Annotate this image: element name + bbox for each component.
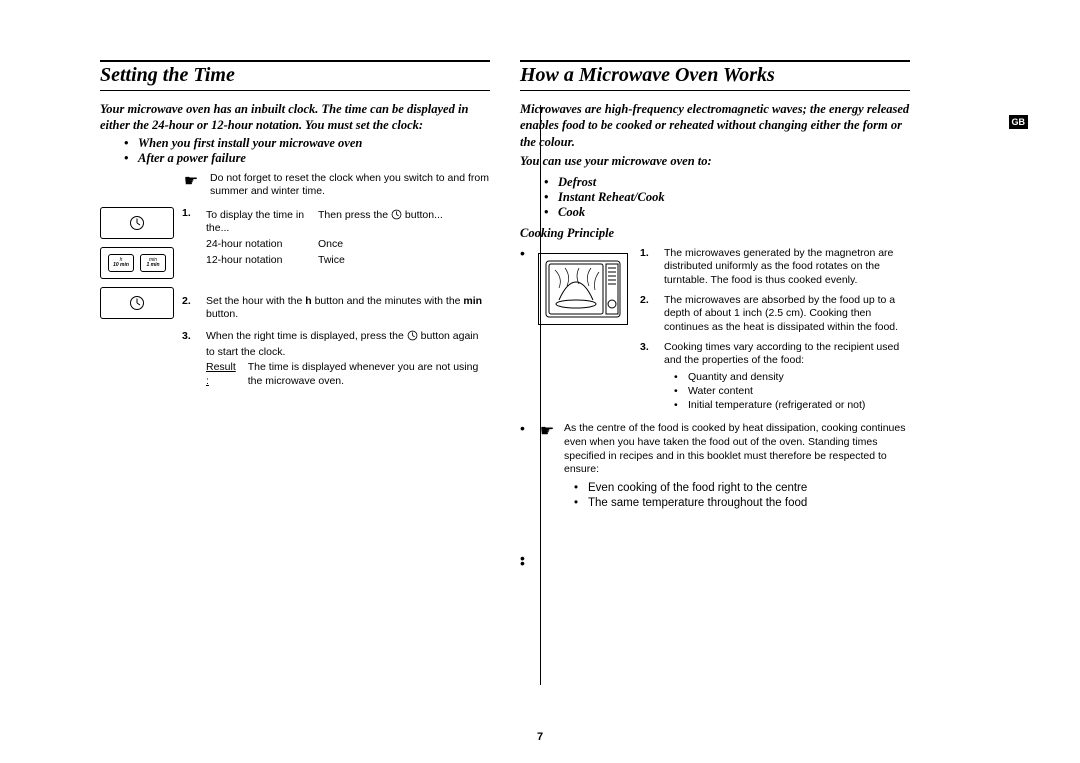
pstep1: The microwaves generated by the magnetro… bbox=[664, 247, 910, 288]
hm-panel: h 10 min min 1 min bbox=[100, 247, 174, 279]
left-intro: Your microwave oven has an inbuilt clock… bbox=[100, 101, 490, 134]
step3-content: When the right time is displayed, press … bbox=[206, 330, 490, 389]
tip-content: As the centre of the food is cooked by h… bbox=[564, 422, 910, 512]
microwave-illustration bbox=[538, 253, 628, 325]
clock-icon bbox=[407, 330, 418, 346]
page: Setting the Time Your microwave oven has… bbox=[0, 0, 1080, 587]
h-button: h 10 min bbox=[108, 254, 134, 272]
left-note: ☛ Do not forget to reset the clock when … bbox=[100, 172, 490, 199]
principle-title: Cooking Principle bbox=[520, 226, 910, 241]
use-bullet-3: Cook bbox=[544, 205, 910, 220]
pstep2: The microwaves are absorbed by the food … bbox=[664, 294, 910, 335]
right-title: How a Microwave Oven Works bbox=[520, 60, 910, 91]
left-bullets: When you first install your microwave ov… bbox=[124, 136, 490, 166]
step3: 3. When the right time is displayed, pre… bbox=[100, 330, 490, 389]
right-column: How a Microwave Oven Works Microwaves ar… bbox=[520, 60, 910, 557]
principle-list: 1. The microwaves generated by the magne… bbox=[520, 247, 910, 512]
column-divider bbox=[540, 105, 541, 685]
left-title: Setting the Time bbox=[100, 60, 490, 91]
result-text: The time is displayed whenever you are n… bbox=[248, 361, 490, 388]
step2-num: 2. bbox=[182, 295, 196, 322]
step2: 2. Set the hour with the h button and th… bbox=[100, 295, 490, 322]
right-intro: Microwaves are high-frequency electromag… bbox=[520, 101, 910, 150]
clock-panel-1 bbox=[100, 207, 174, 239]
left-bullet-1: When you first install your microwave ov… bbox=[124, 136, 490, 151]
clock-icon bbox=[391, 209, 402, 225]
step3-num: 3. bbox=[182, 330, 196, 389]
min-button: min 1 min bbox=[140, 254, 166, 272]
use-intro: You can use your microwave oven to: bbox=[520, 154, 910, 169]
pstep3: Cooking times vary according to the reci… bbox=[664, 341, 910, 413]
page-number: 7 bbox=[0, 731, 1080, 743]
left-bullet-2: After a power failure bbox=[124, 151, 490, 166]
left-note-text: Do not forget to reset the clock when yo… bbox=[210, 172, 490, 199]
microwave-icon bbox=[545, 260, 621, 318]
principle-block: 1. The microwaves generated by the magne… bbox=[520, 247, 910, 413]
result-label: Result : bbox=[206, 361, 236, 388]
step2-content: Set the hour with the h button and the m… bbox=[206, 295, 490, 322]
clock-icon bbox=[129, 215, 145, 231]
left-column: Setting the Time Your microwave oven has… bbox=[100, 60, 490, 557]
use-bullets: Defrost Instant Reheat/Cook Cook bbox=[544, 175, 910, 220]
pointer-icon: ☛ bbox=[182, 172, 200, 199]
use-bullet-1: Defrost bbox=[544, 175, 910, 190]
use-bullet-2: Instant Reheat/Cook bbox=[544, 190, 910, 205]
language-tag: GB bbox=[1009, 115, 1029, 129]
tip-block: ☛ As the centre of the food is cooked by… bbox=[520, 422, 910, 512]
